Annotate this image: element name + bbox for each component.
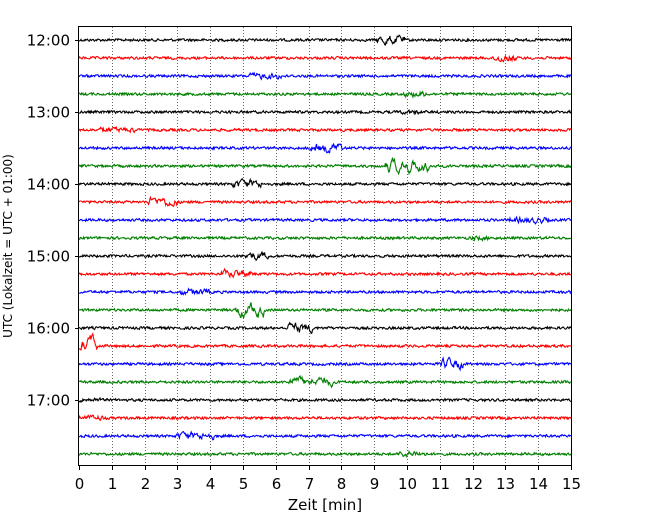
trace-1445-line [78, 234, 572, 243]
x-tick-label: 10 [398, 475, 417, 493]
grid-lines [112, 27, 539, 466]
trace-1200-line [78, 34, 572, 46]
trace-1745-line [78, 449, 572, 458]
x-tick-label: 1 [108, 475, 118, 493]
trace-1315-line [78, 125, 572, 134]
x-axis: 0 1 2 3 4 5 6 7 8 9 10 11 12 13 14 15 [75, 466, 581, 493]
plot-frame [78, 26, 572, 466]
y-tick-label: 14:00 [27, 176, 70, 194]
trace-1515-line [78, 267, 572, 279]
x-tick-label: 6 [272, 475, 282, 493]
x-tick-label: 7 [305, 475, 315, 493]
trace-1230-line [78, 71, 572, 81]
x-axis-title: Zeit [min] [288, 496, 362, 514]
y-tick-label: 16:00 [27, 320, 70, 338]
trace-1530-line [78, 287, 572, 296]
trace-1630-line [78, 356, 572, 372]
x-tick-label: 11 [431, 475, 450, 493]
y-tick-label: 13:00 [27, 104, 70, 122]
trace-1715-line [78, 414, 572, 421]
y-axis-title: UTC (Lokalzeit = UTC + 01:00) [1, 154, 15, 338]
y-tick-label: 12:00 [27, 32, 70, 50]
x-tick-label: 8 [337, 475, 347, 493]
trace-1600-line [78, 321, 572, 335]
y-tick-label: 17:00 [27, 392, 70, 410]
x-tick-label: 13 [496, 475, 515, 493]
trace-1645-line [78, 375, 572, 389]
x-tick-label: 9 [370, 475, 380, 493]
x-tick-label: 5 [239, 475, 249, 493]
y-tick-label: 15:00 [27, 248, 70, 266]
trace-1415-line [78, 195, 572, 207]
x-tick-label: 2 [141, 475, 151, 493]
trace-1400-line [78, 177, 572, 189]
y-axis: 12:00 13:00 14:00 15:00 16:00 17:00 [27, 32, 79, 410]
x-tick-label: 15 [562, 475, 581, 493]
trace-1300-line [78, 109, 572, 116]
trace-1345-line [78, 157, 572, 176]
trace-1700-line [78, 396, 572, 404]
trace-1215-line [78, 54, 572, 63]
trace-1245-line [78, 90, 572, 99]
trace-1545-line [78, 302, 572, 320]
trace-group [78, 34, 572, 458]
trace-1730-line [78, 430, 571, 441]
x-tick-label: 14 [529, 475, 548, 493]
trace-1500-line [78, 251, 572, 262]
x-tick-label: 12 [464, 475, 483, 493]
trace-1330-line [78, 142, 571, 154]
x-tick-label: 0 [75, 475, 85, 493]
trace-1430-line [78, 215, 572, 225]
x-tick-label: 4 [206, 475, 216, 493]
x-tick-label: 3 [173, 475, 183, 493]
trace-1615-line [78, 332, 572, 352]
